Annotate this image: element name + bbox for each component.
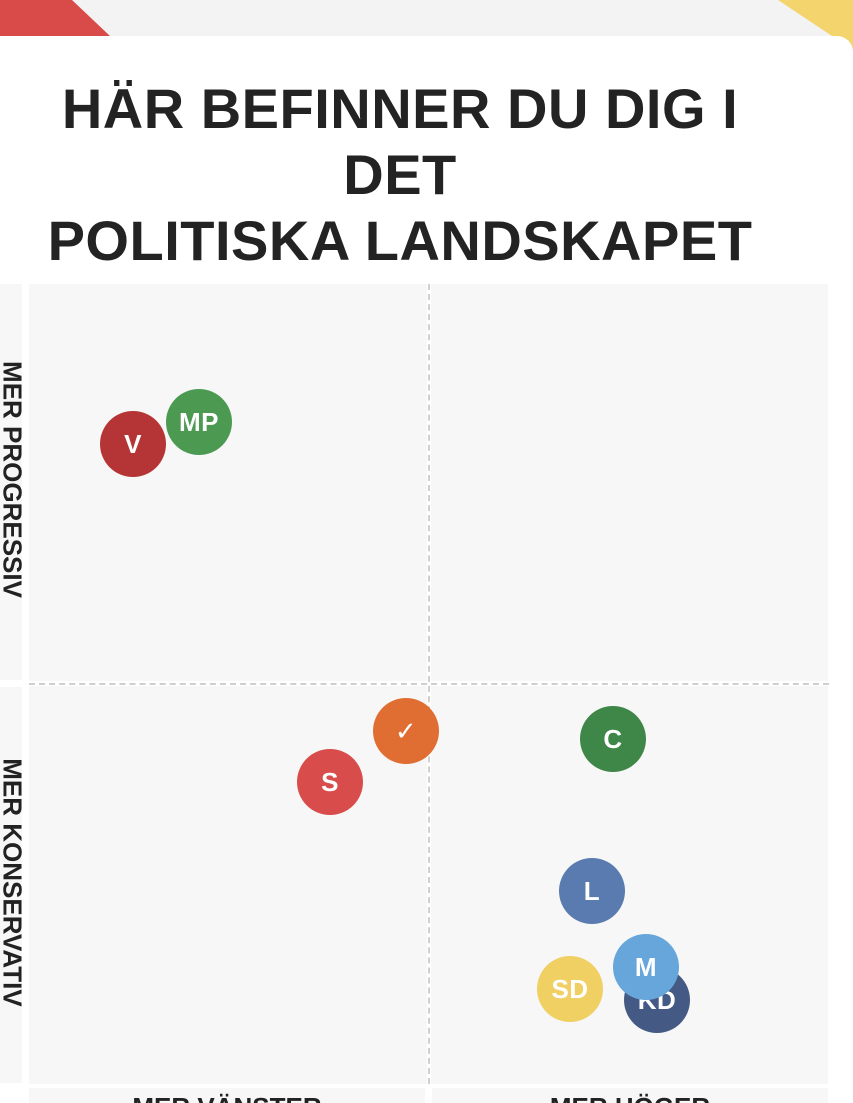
quadrant-top-right: [431, 284, 828, 681]
user-position-marker[interactable]: ✓: [373, 698, 439, 764]
party-marker-mp[interactable]: MP: [166, 389, 232, 455]
party-marker-l[interactable]: L: [559, 858, 625, 924]
party-marker-sd[interactable]: SD: [537, 956, 603, 1022]
y-axis-top-strip: MER PROGRESSIV: [0, 284, 22, 680]
check-icon: ✓: [394, 715, 418, 746]
top-banner: [0, 0, 853, 36]
y-axis-bottom-strip: MER KONSERVATIV: [0, 687, 22, 1083]
party-marker-label: SD: [551, 973, 589, 1004]
quadrant-bottom-left: [29, 686, 427, 1084]
party-marker-label: MP: [179, 406, 219, 437]
x-axis-right-cell: MER HÖGER: [432, 1088, 828, 1103]
x-axis-left-label: MER VÄNSTER: [29, 1092, 425, 1103]
quadrant-top-left: [29, 284, 427, 681]
y-axis-top-label: MER PROGRESSIV: [0, 361, 22, 598]
horizontal-axis-line: [29, 683, 829, 685]
party-marker-m[interactable]: M: [613, 934, 679, 1000]
y-axis-bottom-label: MER KONSERVATIV: [0, 758, 22, 1007]
party-marker-label: C: [603, 723, 623, 754]
party-marker-v[interactable]: V: [100, 411, 166, 477]
party-marker-label: L: [583, 875, 601, 906]
x-axis-right-label: MER HÖGER: [432, 1092, 828, 1103]
party-marker-label: M: [634, 951, 658, 982]
party-marker-c[interactable]: C: [580, 706, 646, 772]
page-title: HÄR BEFINNER DU DIG I DET POLITISKA LAND…: [0, 76, 800, 274]
title-line-2: POLITISKA LANDSKAPET: [47, 209, 753, 272]
party-marker-label: V: [124, 428, 142, 459]
title-line-1: HÄR BEFINNER DU DIG I DET: [61, 77, 739, 206]
x-axis-left-cell: MER VÄNSTER: [29, 1088, 425, 1103]
party-marker-s[interactable]: S: [297, 749, 363, 815]
party-marker-label: S: [321, 766, 339, 797]
